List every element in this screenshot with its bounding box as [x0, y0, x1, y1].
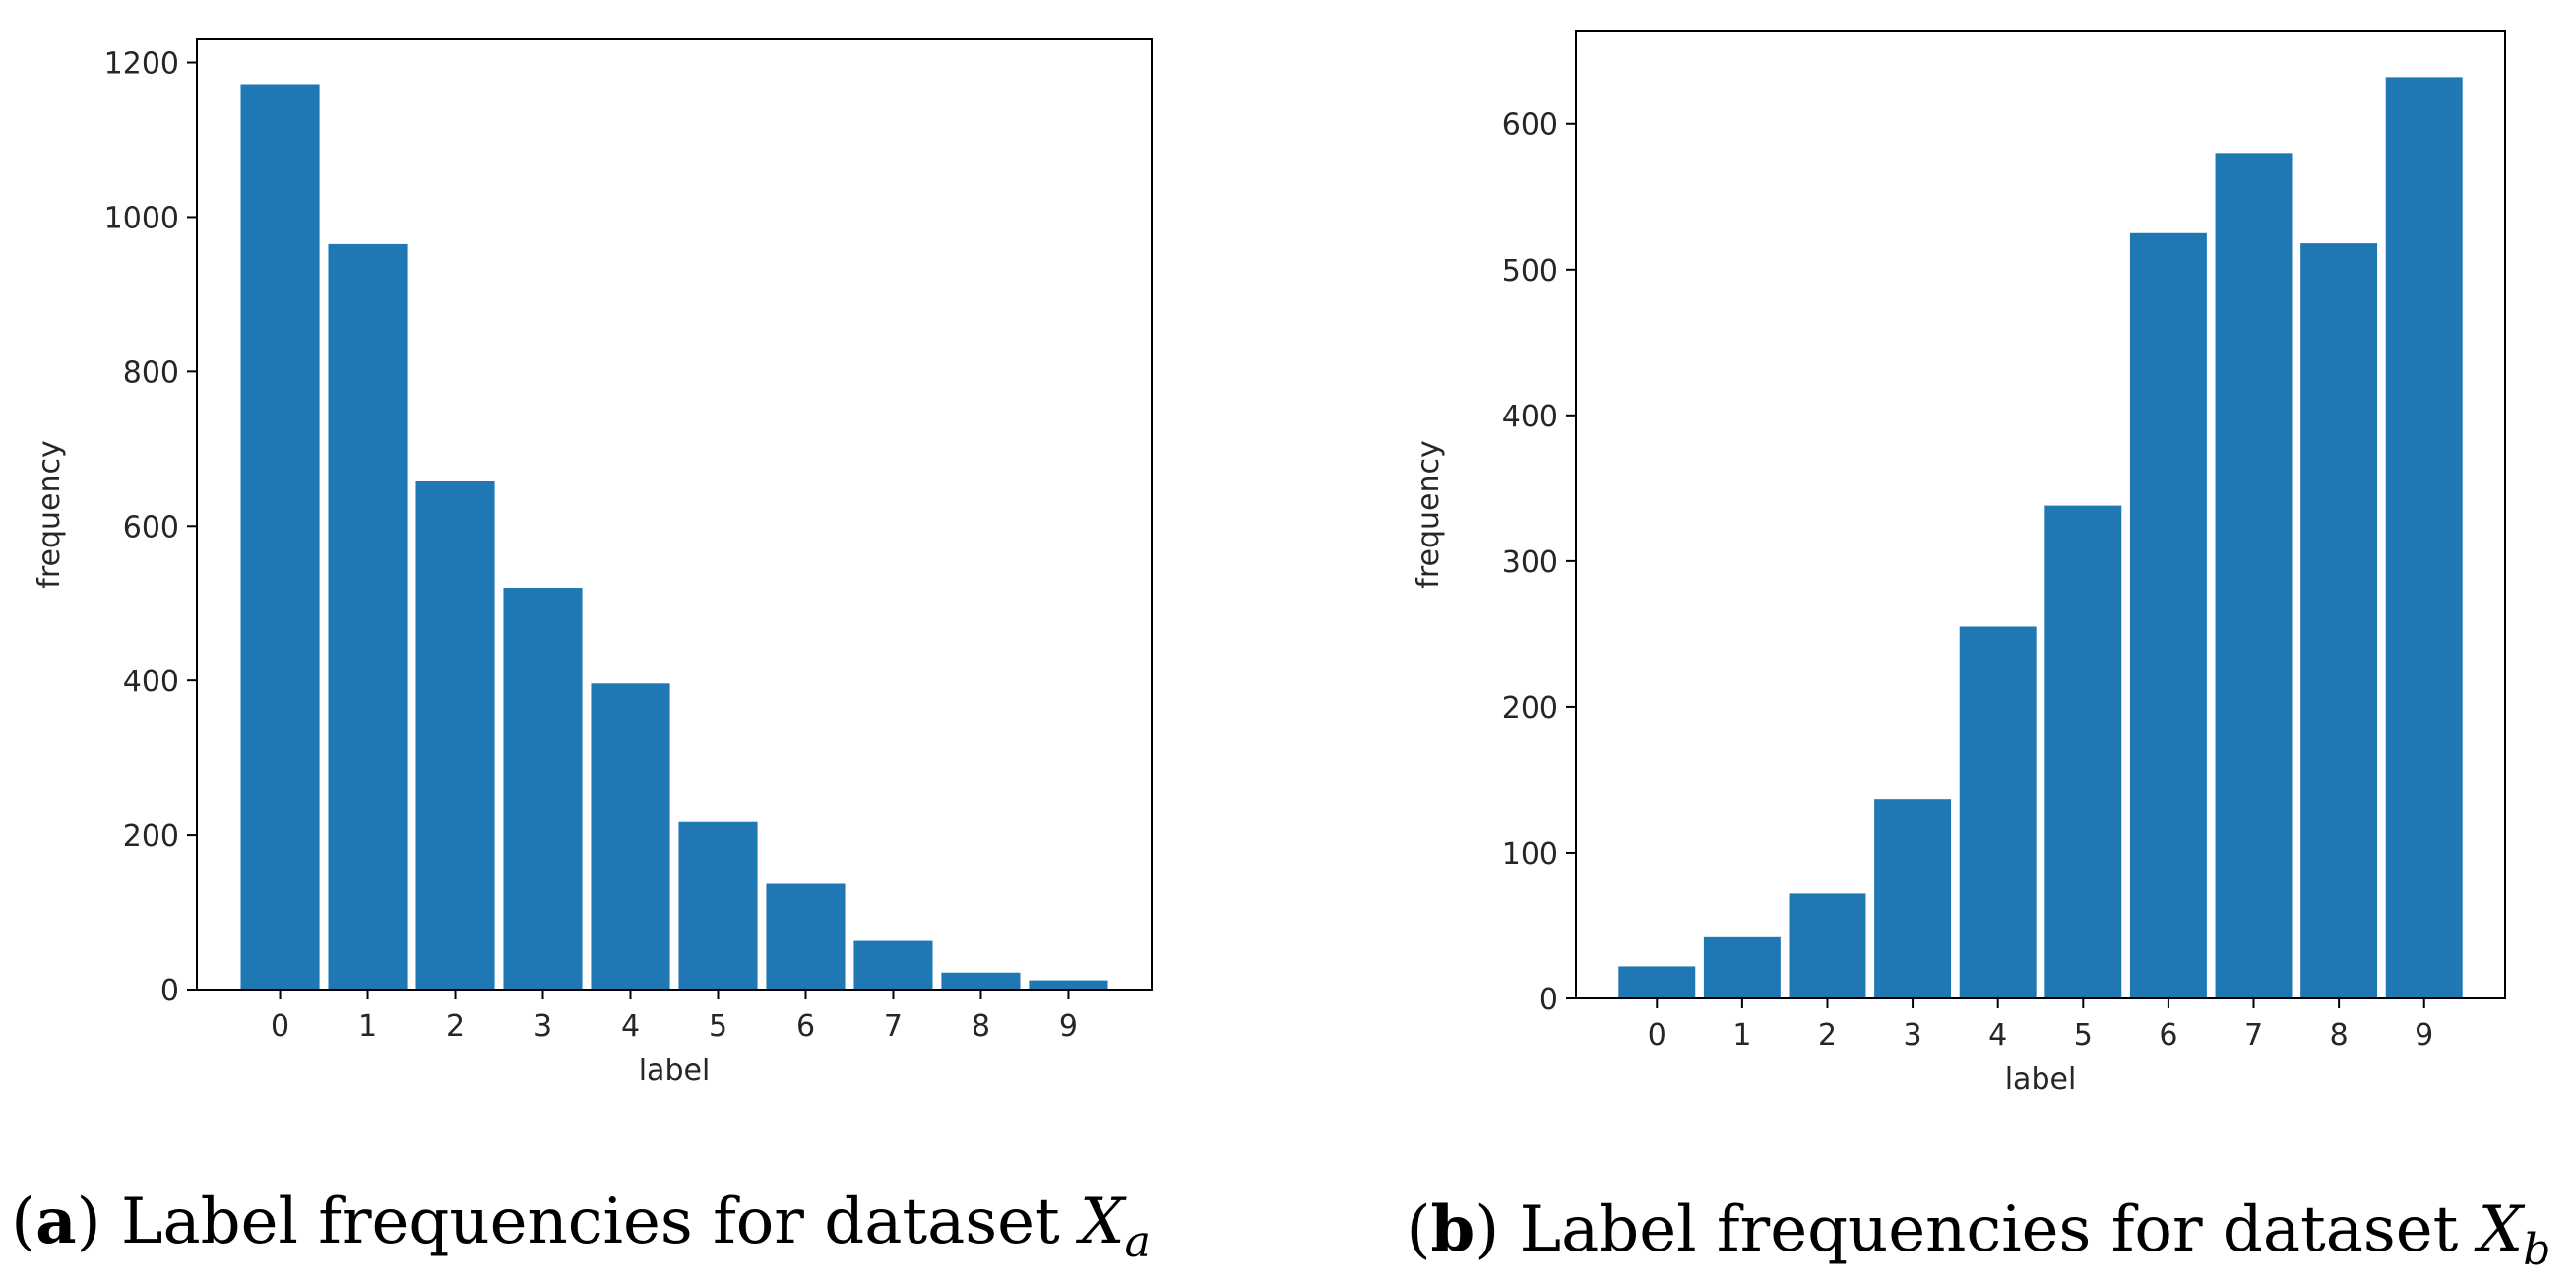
- y-tick-label: 0: [160, 974, 179, 1008]
- x-tick-label: 2: [1818, 1018, 1837, 1053]
- panel-a-caption-text: Label frequencies for dataset: [121, 1186, 1060, 1258]
- panel-b-axes-frame: [1575, 30, 2506, 999]
- panel-a-caption-letter: a: [35, 1185, 76, 1258]
- panel-a-axes-frame: [196, 38, 1153, 991]
- bar-a-5: [678, 821, 758, 990]
- panel-b-y-axis-label: frequency: [1412, 440, 1446, 588]
- panel-b-y-ticks: 0 100 200 300 400 500 600: [1502, 108, 1576, 1017]
- x-tick-label: 0: [271, 1009, 289, 1044]
- x-tick-label: 9: [2415, 1018, 2433, 1053]
- bar-b-8: [2300, 243, 2378, 998]
- panel-b-x-ticks: 0 1 2 3 4 5 6 7 8 9: [1648, 998, 2433, 1053]
- bar-a-1: [328, 243, 408, 991]
- panel-a-bars: [240, 84, 1108, 991]
- bar-a-8: [941, 972, 1021, 990]
- x-tick-label: 4: [621, 1009, 640, 1044]
- y-tick-label: 400: [1502, 400, 1558, 434]
- bar-b-1: [1703, 936, 1781, 998]
- bar-b-9: [2385, 77, 2463, 999]
- x-tick-label: 7: [2244, 1018, 2263, 1053]
- x-tick-label: 3: [1904, 1018, 1922, 1053]
- y-tick-label: 100: [1502, 837, 1558, 871]
- x-tick-label: 4: [1988, 1018, 2007, 1053]
- bar-b-5: [2044, 505, 2122, 998]
- x-tick-label: 6: [2159, 1018, 2177, 1053]
- bar-a-6: [766, 883, 846, 990]
- panel-b-bars: [1618, 77, 2463, 999]
- panel-a-caption: (a) Label frequencies for dataset Xa: [11, 1185, 1151, 1267]
- bar-b-4: [1959, 626, 2037, 998]
- y-tick-label: 500: [1502, 254, 1558, 289]
- x-tick-label: 7: [884, 1009, 903, 1044]
- panel-a-x-axis-label: label: [639, 1054, 711, 1088]
- panel-b-caption-text: Label frequencies for dataset: [1520, 1193, 2459, 1266]
- panel-a-caption-subscript: a: [1125, 1217, 1151, 1267]
- x-tick-label: 1: [1732, 1018, 1751, 1053]
- panel-b-caption-letter: b: [1431, 1192, 1476, 1266]
- x-tick-label: 5: [2074, 1018, 2093, 1053]
- chart-panel-b: 0 100 200 300 400 500 600 0 1 2 3 4 5 6 7 8 9 label fre…: [1407, 30, 2551, 1275]
- panel-a-x-ticks: 0 1 2 3 4 5 6 7 8 9: [271, 990, 1078, 1044]
- bar-a-3: [503, 588, 583, 990]
- bar-b-6: [2129, 232, 2207, 998]
- y-tick-label: 1000: [104, 201, 179, 235]
- y-tick-label: 400: [123, 665, 179, 699]
- x-tick-label: 9: [1059, 1009, 1078, 1044]
- y-tick-label: 0: [1539, 983, 1558, 1017]
- y-tick-label: 200: [123, 819, 179, 854]
- y-tick-label: 800: [123, 355, 179, 390]
- panel-a-caption-variable: X: [1075, 1186, 1127, 1258]
- bar-b-7: [2215, 153, 2293, 999]
- bar-a-2: [415, 481, 495, 990]
- panel-b-caption: (b) Label frequencies for dataset Xb: [1407, 1192, 2551, 1275]
- panel-b-caption-subscript: b: [2523, 1225, 2550, 1275]
- x-tick-label: 0: [1648, 1018, 1666, 1053]
- bar-a-9: [1029, 980, 1108, 990]
- y-tick-label: 600: [123, 510, 179, 545]
- bar-b-3: [1874, 799, 1952, 998]
- x-tick-label: 3: [534, 1009, 552, 1044]
- bar-a-0: [240, 84, 320, 990]
- panel-b-caption-variable: X: [2474, 1193, 2526, 1266]
- panel-a-y-axis-label: frequency: [32, 440, 67, 588]
- bar-a-7: [853, 940, 933, 990]
- bar-b-2: [1789, 893, 1866, 998]
- y-tick-label: 300: [1502, 545, 1558, 580]
- x-tick-label: 2: [446, 1009, 465, 1044]
- x-tick-label: 8: [2330, 1018, 2349, 1053]
- chart-panel-a: 0 200 400 600 800 1000 1200 0 1 2 3 4 5 6 7 8 9 label f…: [11, 38, 1153, 1267]
- y-tick-label: 600: [1502, 108, 1558, 143]
- panel-b-x-axis-label: label: [2005, 1062, 2077, 1097]
- panel-a-y-ticks: 0 200 400 600 800 1000 1200: [104, 47, 197, 1008]
- x-tick-label: 1: [358, 1009, 377, 1044]
- bar-a-4: [591, 683, 670, 990]
- x-tick-label: 8: [972, 1009, 990, 1044]
- bar-b-0: [1618, 966, 1696, 998]
- y-tick-label: 1200: [104, 47, 179, 82]
- x-tick-label: 5: [709, 1009, 727, 1044]
- y-tick-label: 200: [1502, 691, 1558, 726]
- x-tick-label: 6: [796, 1009, 815, 1044]
